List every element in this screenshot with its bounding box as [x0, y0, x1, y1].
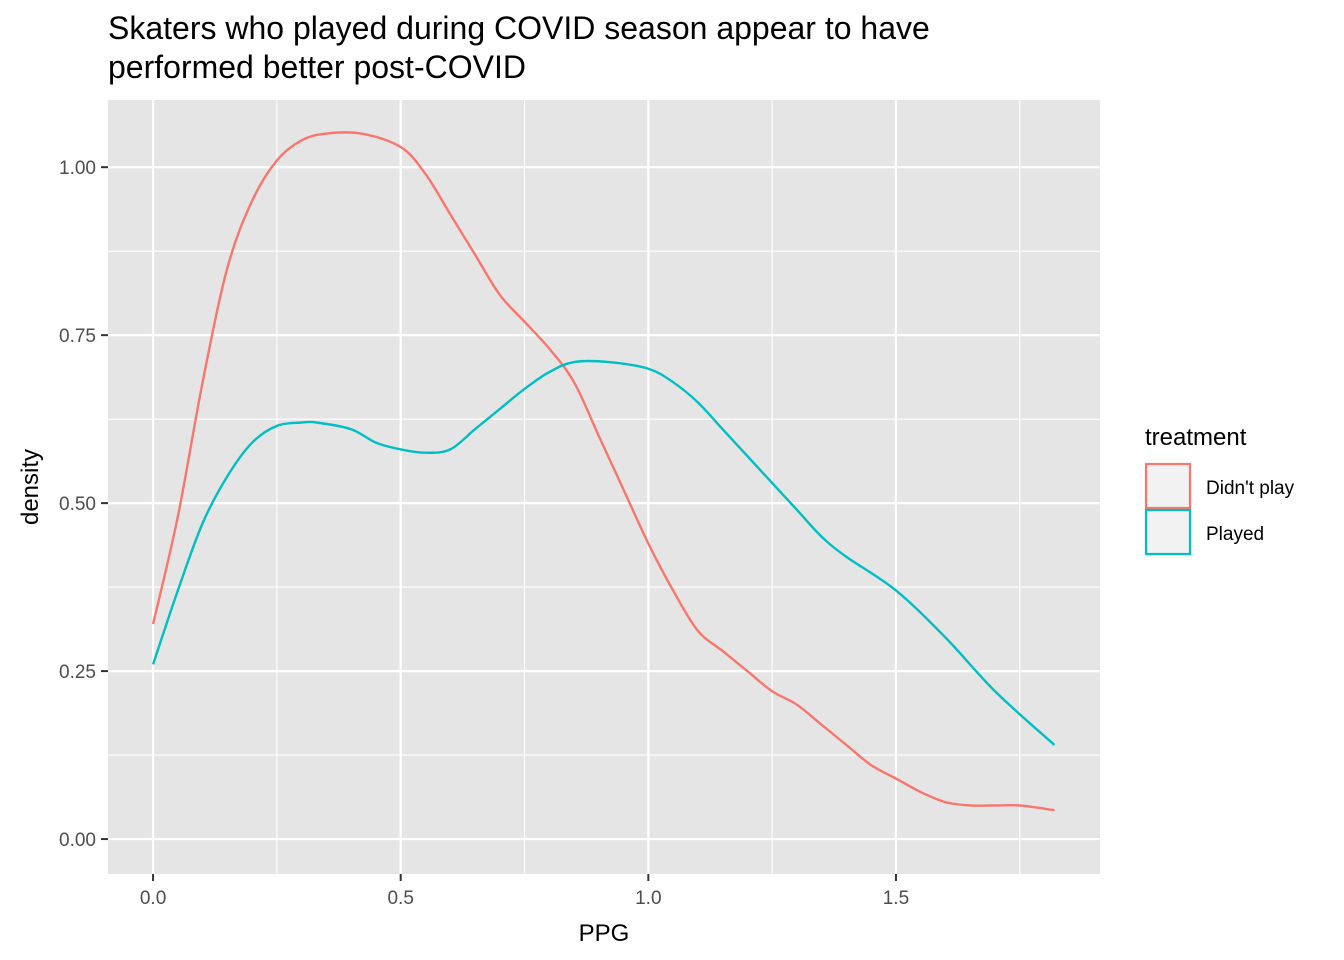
x-tick-label-1: 0.5 [387, 888, 413, 909]
x-tick-label-2: 1.0 [635, 888, 661, 909]
y-tick-label-0: 0.00 [59, 830, 96, 851]
x-tick-label-0: 0.0 [140, 888, 166, 909]
legend-label-didnt-play: Didn't play [1206, 478, 1295, 499]
y-tick-label-1: 0.25 [59, 662, 96, 683]
plot-panel [108, 100, 1100, 874]
legend-label-played: Played [1206, 524, 1264, 545]
legend-key-didnt-play [1146, 464, 1190, 508]
chart-title-line-1: Skaters who played during COVID season a… [108, 10, 930, 46]
y-tick-label-3: 0.75 [59, 326, 96, 347]
legend-key-played [1146, 510, 1190, 554]
x-tick-label-3: 1.5 [883, 888, 909, 909]
y-axis-ticks: 0.00 0.25 0.50 0.75 1.00 [59, 158, 108, 851]
y-axis-title: density [17, 449, 44, 525]
legend-item-didnt-play: Didn't play [1146, 464, 1295, 508]
legend-item-played: Played [1146, 510, 1264, 554]
y-tick-label-2: 0.50 [59, 494, 96, 515]
chart-title-line-2: performed better post-COVID [108, 49, 526, 85]
x-axis-title: PPG [579, 920, 630, 947]
legend: treatment Didn't play Played [1145, 424, 1295, 554]
x-axis-ticks: 0.0 0.5 1.0 1.5 [140, 874, 909, 909]
y-tick-label-4: 1.00 [59, 158, 96, 179]
legend-title: treatment [1145, 424, 1247, 451]
